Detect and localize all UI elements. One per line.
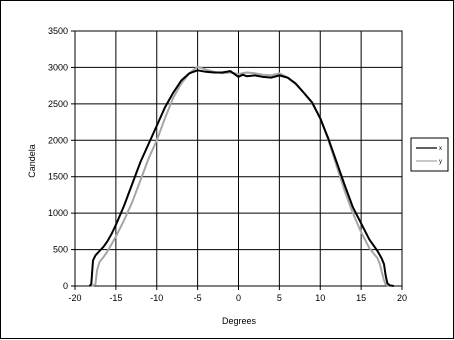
x-axis-title: Degrees [222,316,257,326]
y-tick-label: 2000 [48,135,68,145]
y-tick-label: 0 [63,281,68,291]
x-tick-label: 20 [397,293,407,303]
x-tick-label: -15 [109,293,122,303]
y-tick-label: 1500 [48,172,68,182]
y-tick-label: 3000 [48,62,68,72]
y-tick-label: 1000 [48,208,68,218]
legend-label-y: y [439,159,442,165]
y-tick-label: 500 [53,245,68,255]
x-tick-label: 15 [356,293,366,303]
legend-box [410,137,449,172]
series-layer [88,65,394,287]
axis-layer: -20 -15 -10 -5 0 5 10 15 20 0 500 1000 1500 2000 2500 3… [48,26,407,303]
x-tick-label: 10 [315,293,325,303]
x-tick-label: 5 [277,293,282,303]
series-line-x [88,69,394,287]
y-axis-title: Candela [27,144,37,178]
x-tick-label: -5 [194,293,202,303]
legend-label-x: x [439,146,442,152]
y-tick-label: 3500 [48,26,68,36]
legend: x y [410,137,449,172]
x-tick-label: -10 [150,293,163,303]
grid-layer [74,30,403,287]
y-tick-label: 2500 [48,99,68,109]
x-tick-label: -20 [68,293,81,303]
x-tick-label: 0 [236,293,241,303]
